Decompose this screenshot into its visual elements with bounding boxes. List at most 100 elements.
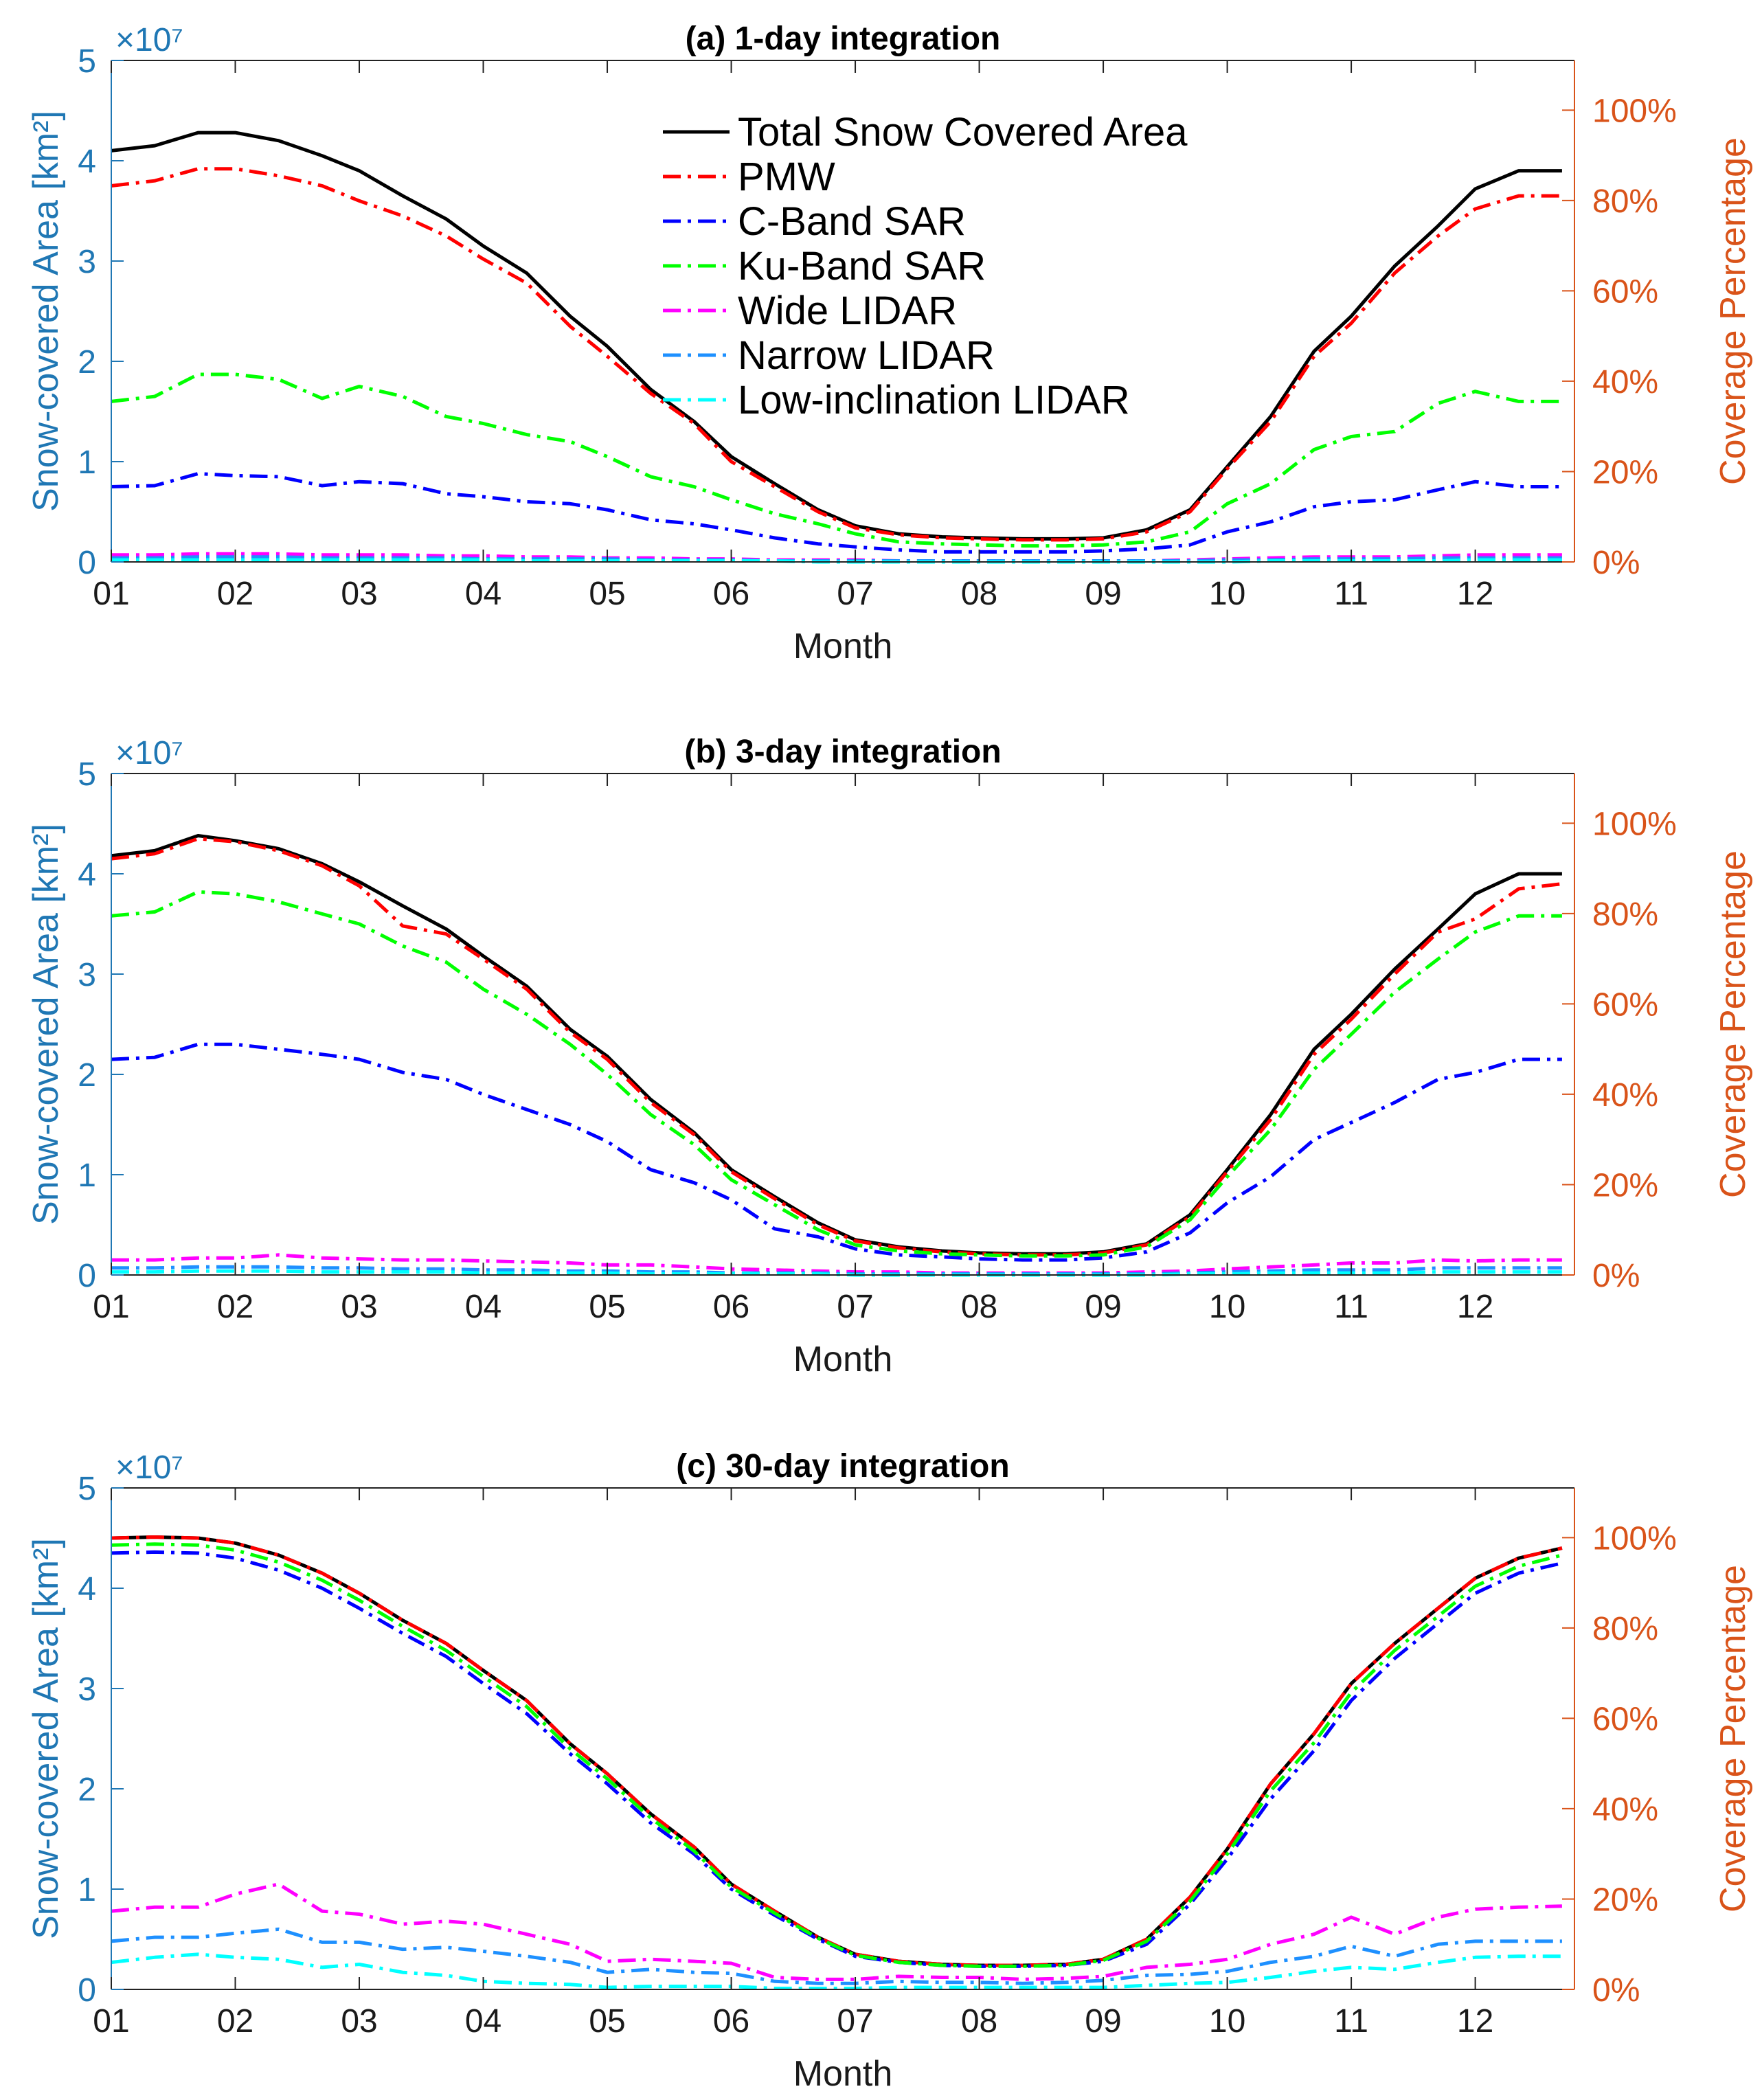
x-tick-label: 01 — [93, 1289, 129, 1325]
y-axis-label: Snow-covered Area [km²] — [26, 824, 66, 1225]
x-tick-label: 08 — [961, 2003, 997, 2040]
y2-tick-label: 20% — [1592, 1882, 1658, 1918]
legend-label-wide: Wide LIDAR — [738, 289, 957, 333]
x-tick-label: 07 — [837, 1289, 873, 1325]
y-tick-label: 1 — [78, 1872, 96, 1908]
x-tick-label: 12 — [1457, 2003, 1493, 2040]
x-tick-label: 12 — [1457, 576, 1493, 612]
x-tick-label: 10 — [1209, 2003, 1245, 2040]
y2-tick-label: 20% — [1592, 454, 1658, 490]
chart-title: (c) 30-day integration — [676, 1448, 1009, 1484]
x-tick-label: 05 — [589, 2003, 625, 2040]
series-line-total — [111, 131, 1562, 541]
legend-label-pmw: PMW — [738, 155, 835, 199]
y2-tick-label: 100% — [1592, 1520, 1677, 1557]
series-line-pmw — [111, 167, 1562, 542]
chart-title: (b) 3-day integration — [684, 734, 1001, 770]
x-tick-label: 01 — [93, 576, 129, 612]
x-tick-label: 08 — [961, 1289, 997, 1325]
x-tick-label: 02 — [217, 576, 253, 612]
y-tick-label: 2 — [78, 1772, 96, 1808]
x-tick-label: 08 — [961, 576, 997, 612]
y-tick-label: 4 — [78, 1571, 96, 1607]
x-tick-label: 12 — [1457, 1289, 1493, 1325]
y2-tick-label: 60% — [1592, 986, 1658, 1023]
series-line-wide — [111, 1882, 1562, 1981]
series-line-narrow — [111, 1927, 1562, 1985]
y2-tick-label: 0% — [1592, 1972, 1640, 2009]
x-tick-label: 11 — [1334, 1289, 1368, 1325]
x-tick-label: 04 — [465, 576, 501, 612]
x-axis-label: Month — [793, 2054, 893, 2094]
y-tick-label: 4 — [78, 144, 96, 180]
x-tick-label: 07 — [837, 576, 873, 612]
y-tick-label: 5 — [78, 756, 96, 793]
x-tick-label: 02 — [217, 1289, 253, 1325]
x-tick-label: 02 — [217, 2003, 253, 2040]
plot-area — [111, 1488, 1574, 1989]
y2-axis-label: Coverage Percentage — [1713, 137, 1753, 485]
y2-tick-label: 80% — [1592, 1611, 1658, 1647]
x-tick-label: 09 — [1085, 1289, 1121, 1325]
y-tick-label: 0 — [78, 1972, 96, 2009]
panel-a: 01 02 03 04 05 06 07 08 09 10 11 120123450%20%40%60… — [26, 21, 1753, 666]
panel-b: 01 02 03 04 05 06 07 08 09 10 11 120123450%20%40%60… — [26, 734, 1753, 1379]
y-tick-label: 1 — [78, 1158, 96, 1194]
y2-tick-label: 40% — [1592, 1077, 1658, 1114]
x-tick-label: 06 — [713, 1289, 749, 1325]
x-tick-label: 06 — [713, 576, 749, 612]
y-tick-label: 3 — [78, 1671, 96, 1708]
x-tick-label: 04 — [465, 2003, 501, 2040]
y-tick-label: 1 — [78, 444, 96, 481]
y2-tick-label: 80% — [1592, 183, 1658, 220]
x-tick-label: 09 — [1085, 576, 1121, 612]
x-tick-label: 03 — [341, 576, 377, 612]
x-tick-label: 05 — [589, 1289, 625, 1325]
y2-tick-label: 40% — [1592, 364, 1658, 400]
y-exponent-label: ×10⁷ — [115, 1449, 183, 1486]
y2-tick-label: 80% — [1592, 896, 1658, 933]
panel-c: 01 02 03 04 05 06 07 08 09 10 11 120123450%20%40%60… — [26, 1448, 1753, 2094]
y2-axis-label: Coverage Percentage — [1713, 1565, 1753, 1912]
legend-label-cband: C-Band SAR — [738, 199, 966, 244]
y2-tick-label: 40% — [1592, 1792, 1658, 1828]
y2-tick-label: 0% — [1592, 545, 1640, 581]
y-tick-label: 5 — [78, 43, 96, 80]
y-tick-label: 5 — [78, 1471, 96, 1507]
series-line-kuband — [111, 1542, 1563, 1968]
x-axis-label: Month — [793, 626, 893, 666]
x-tick-label: 01 — [93, 2003, 129, 2040]
y2-tick-label: 100% — [1592, 806, 1677, 842]
y2-tick-label: 20% — [1592, 1167, 1658, 1204]
legend-label-total: Total Snow Covered Area — [738, 110, 1188, 155]
y-tick-label: 2 — [78, 1057, 96, 1094]
legend-label-narrow: Narrow LIDAR — [738, 333, 995, 378]
series-line-wide — [111, 1253, 1562, 1275]
x-tick-label: 04 — [465, 1289, 501, 1325]
series-line-kuband — [111, 890, 1562, 1258]
y2-tick-label: 100% — [1592, 93, 1677, 129]
y2-tick-label: 0% — [1592, 1258, 1640, 1294]
y2-axis-label: Coverage Percentage — [1713, 850, 1753, 1198]
y2-tick-label: 60% — [1592, 273, 1658, 310]
legend-label-lowinc: Low-inclination LIDAR — [738, 378, 1130, 422]
series-line-lowinc — [111, 1952, 1562, 1990]
series-line-kuband — [111, 372, 1562, 548]
x-tick-label: 10 — [1209, 576, 1245, 612]
plot-area — [111, 60, 1574, 562]
y-axis-label: Snow-covered Area [km²] — [26, 1538, 66, 1939]
y-axis-label: Snow-covered Area [km²] — [26, 111, 66, 512]
y-tick-label: 0 — [78, 1258, 96, 1294]
x-tick-label: 03 — [341, 2003, 377, 2040]
y-tick-label: 3 — [78, 957, 96, 993]
legend-label-kuband: Ku-Band SAR — [738, 244, 986, 289]
x-tick-label: 05 — [589, 576, 625, 612]
y-tick-label: 3 — [78, 244, 96, 280]
x-tick-label: 09 — [1085, 2003, 1121, 2040]
y-tick-label: 0 — [78, 545, 96, 581]
chart-title: (a) 1-day integration — [686, 21, 1001, 57]
x-tick-label: 07 — [837, 2003, 873, 2040]
y-tick-label: 2 — [78, 344, 96, 381]
